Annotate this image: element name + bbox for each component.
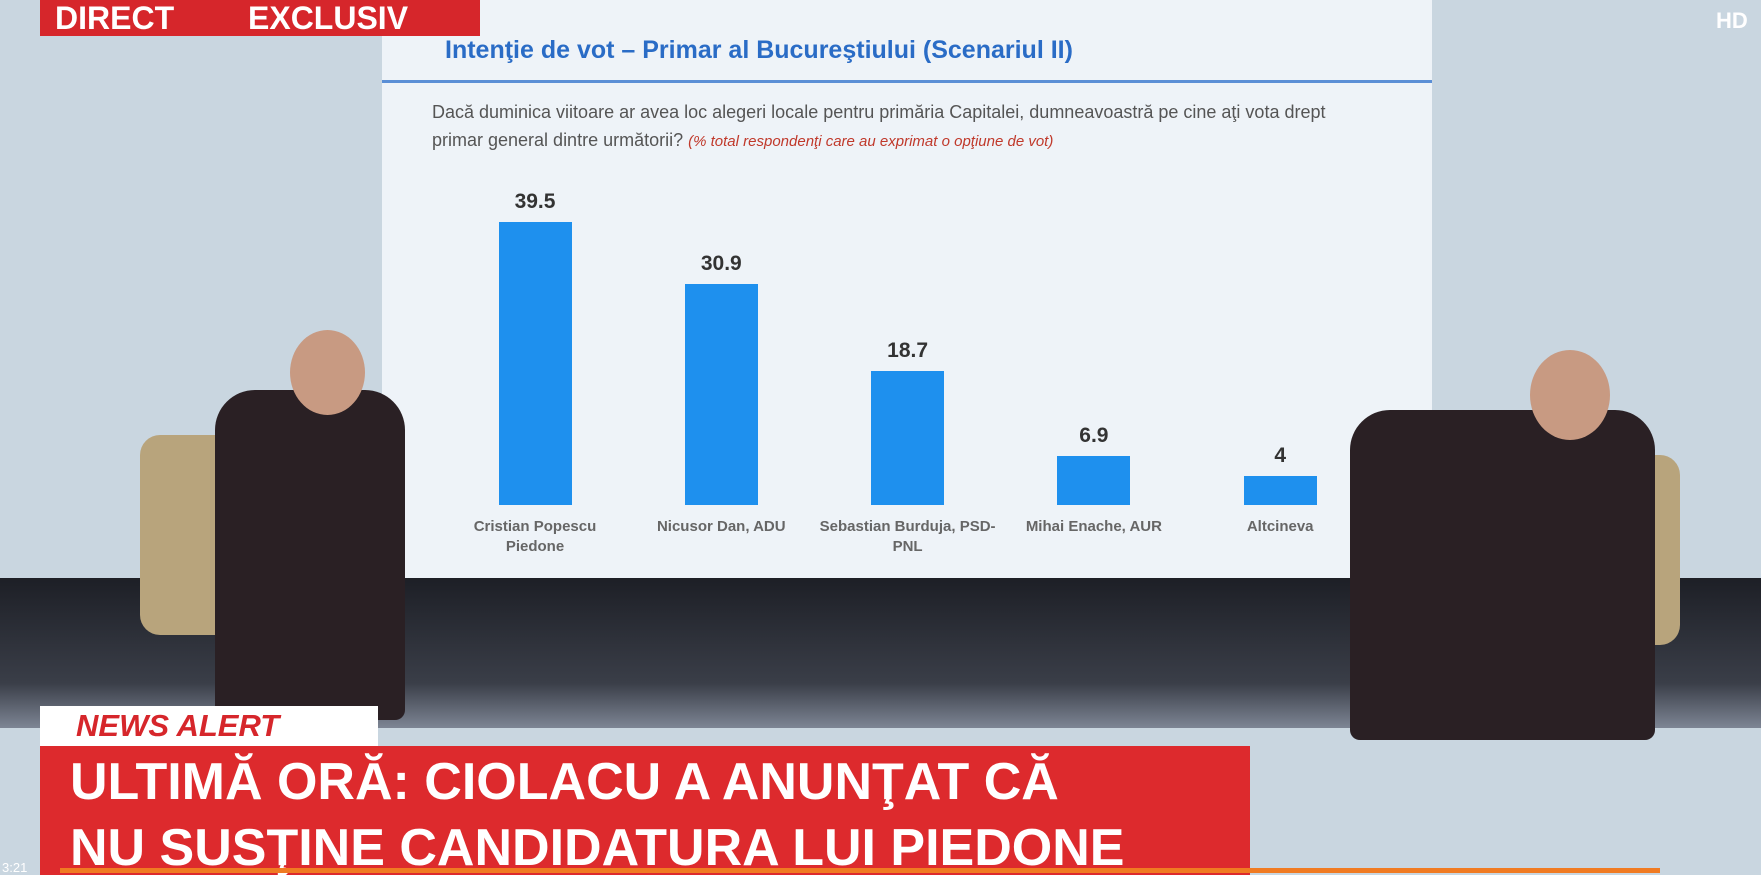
headline: ULTIMĂ ORĂ: CIOLACU A ANUNŢAT CĂ [70, 753, 1059, 811]
news-alert: NEWS ALERT [76, 708, 280, 743]
chart-title: Intenţie de vot – Primar al Bucureştiulu… [445, 36, 1073, 64]
headline-band [40, 746, 1250, 875]
value-label: 39.5 [514, 190, 556, 214]
alert-box [40, 706, 378, 746]
hd-badge: HD [1716, 8, 1748, 33]
exclusive-label: EXCLUSIV [248, 0, 409, 36]
category-label: Nicusor Dan, ADU [656, 518, 786, 535]
bar [1057, 455, 1131, 505]
presenter [215, 390, 405, 720]
headline: NU SUSŢINE CANDIDATURA LUI PIEDONE [70, 819, 1125, 875]
guest [1350, 410, 1655, 740]
bar [871, 371, 945, 505]
live-label: DIRECT [55, 0, 175, 36]
category-label: Altcineva [1246, 518, 1314, 535]
value-label: 6.9 [1079, 423, 1109, 447]
progress-bar[interactable] [60, 868, 1660, 873]
value-label: 18.7 [887, 339, 929, 363]
value-label: 4 [1274, 444, 1287, 468]
timestamp: 3:21 [2, 860, 28, 875]
value-label: 30.9 [700, 251, 742, 275]
guest-head [1530, 350, 1610, 440]
category-label: Sebastian Burduja, PSD-PNL [819, 518, 996, 555]
bar [684, 283, 758, 505]
category-label: Mihai Enache, AUR [1025, 518, 1162, 535]
bar [498, 222, 572, 505]
bar [1243, 476, 1317, 505]
live-banner [40, 0, 480, 36]
presenter-head [290, 330, 365, 415]
category-label: Cristian Popescu Piedone [473, 518, 597, 555]
note: (% total respondenţi care au exprimat o … [688, 133, 1054, 150]
chart-subtitle: Dacă duminica viitoare ar avea loc alege… [432, 98, 1372, 156]
title-rule [382, 80, 1432, 83]
question: Dacă duminica viitoare ar avea loc alege… [432, 102, 1326, 150]
